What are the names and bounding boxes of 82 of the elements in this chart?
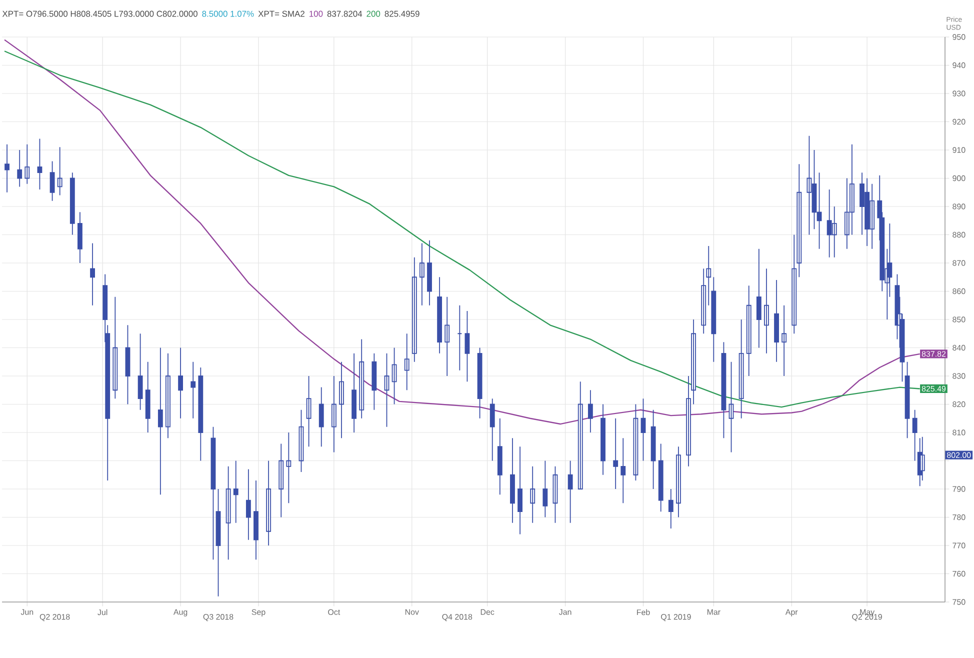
candlestick [796, 164, 802, 278]
candlestick [530, 466, 536, 524]
candlestick [792, 234, 797, 334]
candlestick [668, 488, 674, 529]
candlestick [331, 376, 336, 453]
candlestick [427, 240, 432, 306]
candlestick [419, 242, 424, 306]
text: 200 [366, 10, 380, 17]
candlestick [711, 276, 716, 362]
candlestick [359, 338, 364, 419]
candlestick [138, 333, 143, 410]
candlestick [518, 446, 522, 535]
candlestick [77, 212, 82, 264]
candlestick [50, 160, 55, 202]
chart-subtitle: 8.5000 1.07% [202, 10, 254, 17]
candlestick [490, 398, 495, 462]
candlestick [444, 296, 450, 376]
candlestick [166, 352, 170, 439]
text: 100 [310, 10, 323, 17]
text: XPT= SMA2 [258, 10, 304, 17]
candlestick [437, 276, 442, 354]
candlestick [145, 361, 150, 433]
candlestick [4, 144, 10, 193]
candlestick [728, 361, 734, 453]
candlestick [112, 296, 118, 400]
candlestick [912, 409, 918, 462]
candlestick [774, 279, 779, 362]
candlestick [691, 319, 696, 405]
candlestick [686, 376, 691, 467]
candlestick [738, 319, 744, 419]
candlestick [650, 409, 656, 490]
candlestick [266, 460, 272, 546]
chart-title: XPT= O796.5000 H808.4505 L793.0000 C802.0000 [2, 10, 198, 17]
candlestick [158, 347, 163, 496]
candlestick [246, 468, 251, 540]
candlestick [384, 352, 390, 428]
candlestick [254, 480, 258, 560]
text: 825.4959 [384, 10, 420, 17]
candlestick [306, 376, 312, 448]
candlestick [477, 347, 482, 419]
candlestick [404, 333, 410, 391]
candlestick [782, 304, 787, 376]
candlestick [286, 432, 292, 504]
candlestick [701, 268, 706, 334]
candlestick [198, 367, 204, 462]
text: 837.8204 [327, 10, 362, 17]
candlestick [640, 398, 646, 462]
candlestick [676, 446, 681, 518]
candlestick [70, 172, 75, 236]
candlestick [568, 460, 573, 524]
candlestick [318, 386, 324, 448]
candlestick [392, 347, 397, 405]
candlestick [588, 390, 593, 433]
candlestick [457, 304, 462, 371]
candlestick [706, 246, 712, 306]
candlestick [613, 418, 618, 490]
candlestick [90, 242, 95, 306]
candlestick [510, 438, 515, 524]
candlestick [372, 352, 377, 410]
candlestick [278, 443, 284, 518]
candlestick [497, 418, 502, 496]
candlestick [57, 146, 62, 196]
candlestick [542, 460, 548, 518]
candlestick [37, 138, 42, 190]
candlestick [633, 404, 638, 481]
candlestick [226, 466, 231, 560]
candlestick [178, 347, 184, 419]
candlestick [578, 381, 583, 490]
candlestick [746, 285, 752, 376]
candlestick [620, 438, 626, 504]
candlestick [352, 352, 357, 433]
candlestick [339, 361, 344, 439]
candlestick [600, 404, 606, 476]
candlestick [190, 361, 196, 419]
candlestick [24, 144, 30, 184]
candlestick [233, 460, 238, 524]
candlestick [17, 150, 22, 188]
candlestick [658, 443, 664, 512]
candlestick [764, 268, 769, 354]
candlestick [464, 310, 470, 382]
candlestick [412, 256, 417, 362]
candlestick [756, 248, 762, 348]
